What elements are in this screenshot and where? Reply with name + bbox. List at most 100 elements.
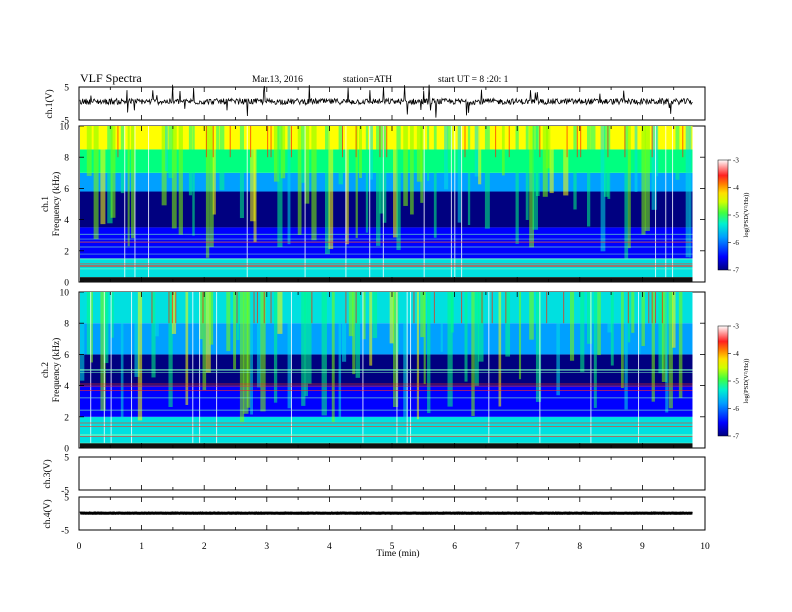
ch1-sferic-streak [277,126,283,248]
ch2-hot-streak [491,292,493,324]
ch1-sferic-streak [345,126,349,245]
ch2-sferic-streak [641,292,645,347]
ch2-band-0 [80,416,693,448]
ch2-sferic-streak [393,292,399,408]
ch2-sferic-streak [134,292,140,377]
ch2-gap-streak [539,292,541,448]
ch2-sferic-streak [80,292,85,381]
y-tick-label: 8 [64,320,69,330]
ch2-sferic-streak [447,292,453,407]
date-label: Mar.13, 2016 [252,75,303,85]
ch1-sferic-streak [535,126,540,197]
y-tick-label: -5 [61,527,69,537]
ch1-sferic-streak [644,126,650,231]
ch1-gap-streak [672,126,674,282]
ch2-sferic-streak [362,292,366,340]
ch2-sferic-streak [307,292,312,384]
ch1-colorbar-scale [717,159,729,271]
ch2-hot-streak [655,292,657,324]
ch2-sferic-streak [607,292,613,333]
ch3-waveform-ylabel: ch.3(V) [42,459,53,488]
ch1-sferic-streak [689,126,692,258]
x-tick-label: 9 [640,542,645,552]
ch2-hot-streak [202,292,204,324]
ch1-sferic-streak [410,126,414,215]
y-tick-label: 10 [60,123,70,133]
ch1-sferic-streak [474,126,480,177]
y-tick-label: 4 [64,216,69,226]
ch1-sferic-streak [365,126,369,233]
ch1-gap-streak [454,126,456,282]
ch2-hot-streak [461,292,463,324]
ch1-sferic-streak [444,126,449,190]
ch2-sferic-streak [597,292,601,356]
ch1-waveform-trace [79,84,693,118]
y-tick-label: 4 [64,382,69,392]
ch2-sferic-streak [464,292,468,382]
ch1-hot-streak [580,126,582,158]
ch2-sferic-streak [202,292,207,391]
ch1-hot-streak [495,126,497,158]
ch2-hot-streak [546,292,548,324]
ch1-sferic-streak [273,126,280,182]
ch1-sferic-streak [100,126,106,225]
colorbar-tick-label: -7 [733,433,739,441]
ch1-hot-streak [607,126,609,158]
y-tick-label: -5 [61,487,69,497]
ch1-sferic-streak [110,126,116,218]
ch2-sferic-streak [631,292,635,333]
x-tick-label: 7 [515,542,520,552]
ch2-spectrogram-ylabel-channel: ch.2 [41,362,51,378]
ch1-gap-streak [382,126,384,282]
ch1-sferic-streak [484,126,490,229]
ch1-gap-streak [423,126,425,282]
ch4-waveform-ylabel: ch.4(V) [42,499,53,528]
ch1-gap-streak [450,126,452,282]
ch2-sferic-streak [342,292,347,362]
y-tick-label: 2 [64,247,69,257]
ch1-hot-streak [379,126,381,158]
ch2-sferic-streak [233,292,237,370]
ch2-sferic-streak [610,292,614,366]
ch1-hot-streak [205,126,207,158]
ch2-spectrogram-ylabel-freq: Frequency (kHz) [51,338,62,403]
station-label: station=ATH [343,75,392,85]
ch1-sferic-streak [641,126,646,235]
ch2-sferic-streak [168,292,173,407]
colorbar-tick-label: -4 [733,184,739,192]
ch1-hot-streak [270,126,272,158]
ch2-hot-streak [171,292,173,324]
ch2-sferic-streak [171,292,177,334]
ch1-sferic-streak [120,126,125,194]
ch1-sferic-streak [573,126,577,210]
ch1-sferic-streak [107,126,113,224]
ch2-hot-streak [151,292,153,324]
y-tick-label: 0 [64,445,69,455]
ch1-spectrogram-ylabel-freq: Frequency (kHz) [51,172,62,237]
ch2-gap-streak [406,292,408,448]
ch2-dc-strip [80,443,693,448]
ch1-sferic-streak [301,126,306,183]
ch1-sferic-streak [250,126,256,222]
ch1-sferic-streak [393,126,398,238]
ch2-hot-streak [651,292,653,324]
ch2-sferic-streak [352,292,356,375]
ch2-sferic-streak [627,292,631,343]
ch1-sferic-streak [93,126,99,240]
colorbar-tick-label: -3 [733,157,739,165]
ch2-sferic-streak [505,292,511,357]
ch1-band-0 [80,258,693,282]
ch1-sferic-streak [127,126,130,247]
ch2-sferic-streak [137,292,143,421]
ch1-sferic-streak [447,126,453,169]
ch2-hot-streak [253,292,255,324]
ch1-sferic-streak [525,126,529,220]
ch2-hot-streak [433,292,435,324]
ch2-sferic-streak [658,292,664,374]
ch1-sferic-streak [86,126,92,176]
ch1-sferic-streak [624,126,629,259]
ch2-hot-streak [505,292,507,324]
ch2-gap-streak [590,292,592,448]
ch2-hot-streak [563,292,565,324]
